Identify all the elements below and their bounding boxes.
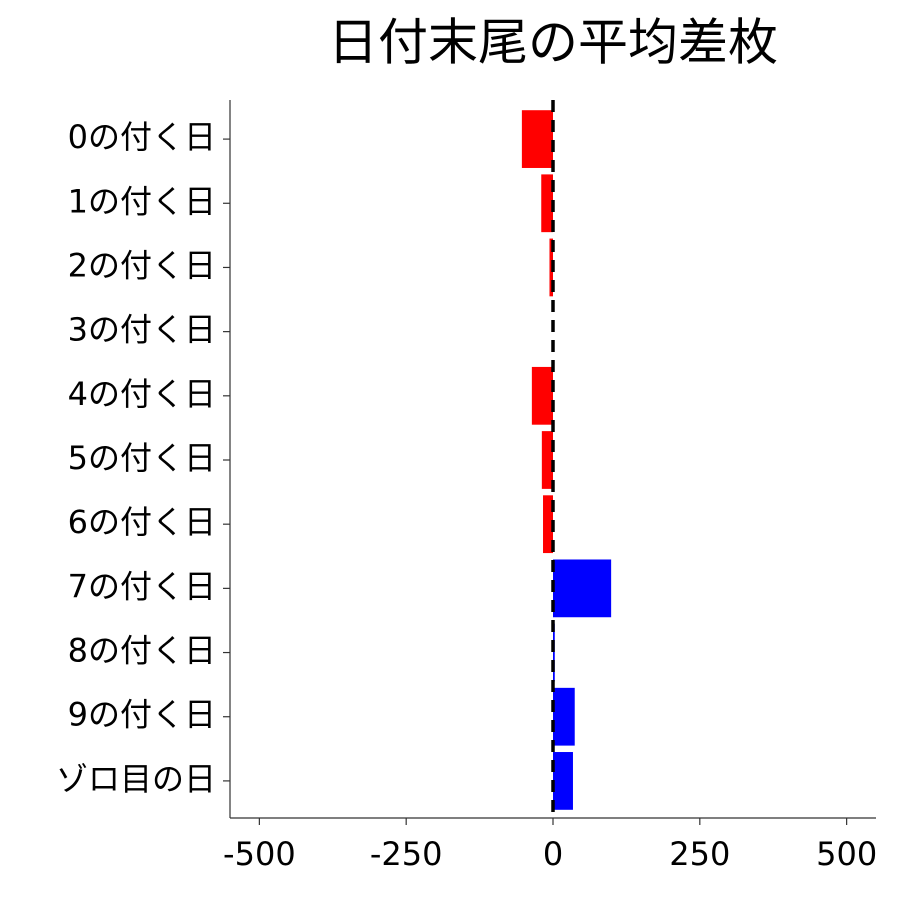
x-tick-label: 500 (816, 835, 877, 873)
y-tick-label: 4の付く日 (68, 375, 216, 413)
bar (553, 687, 575, 746)
bar (553, 752, 573, 810)
y-tick-label: 0の付く日 (68, 118, 216, 156)
y-tick-label: 9の付く日 (68, 696, 216, 734)
y-tick-label: 2の付く日 (68, 246, 216, 284)
bar (553, 623, 555, 682)
y-tick-label: ゾロ目の日 (56, 760, 216, 798)
y-tick-label: 5の付く日 (68, 439, 216, 477)
x-tick-label: 0 (543, 835, 563, 873)
y-tick-label: 6の付く日 (68, 503, 216, 541)
bar (541, 431, 553, 489)
bar (541, 174, 553, 233)
x-tick-label: 250 (669, 835, 730, 873)
bar (553, 559, 612, 618)
bar (531, 366, 553, 425)
y-tick-label: 8の付く日 (68, 632, 216, 670)
x-tick-label: -250 (370, 835, 443, 873)
y-tick-label: 1の付く日 (68, 182, 216, 220)
chart-title: 日付末尾の平均差枚 (328, 14, 778, 72)
y-tick-label: 7の付く日 (68, 567, 216, 605)
x-tick-label: -500 (223, 835, 296, 873)
bar (549, 238, 553, 297)
bar (521, 110, 553, 168)
bar (543, 495, 553, 554)
y-tick-label: 3の付く日 (68, 311, 216, 349)
